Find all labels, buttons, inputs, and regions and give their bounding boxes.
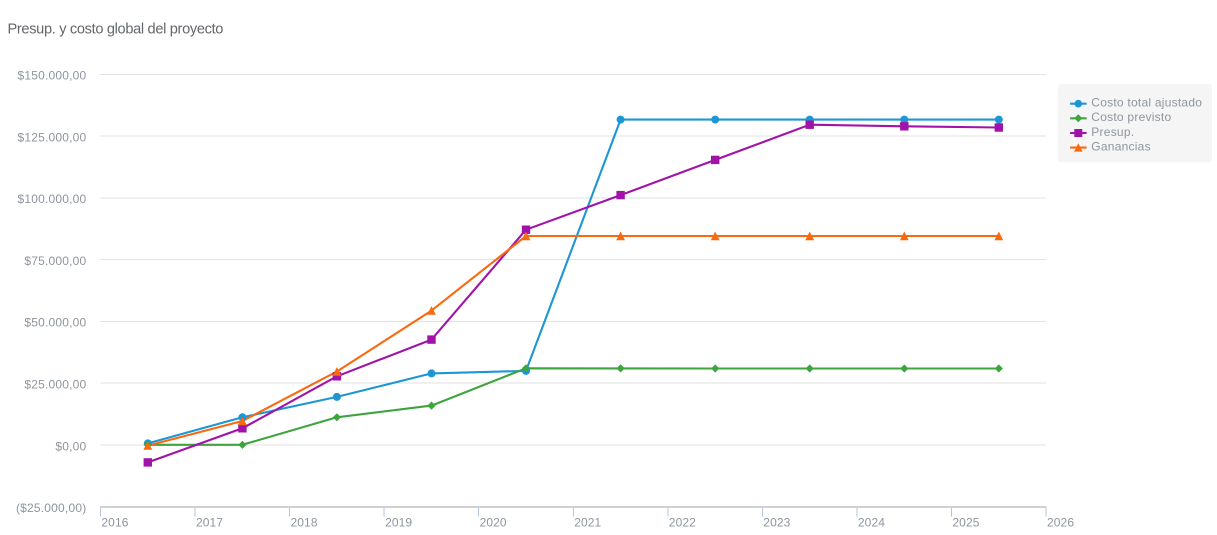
svg-text:2025: 2025 [952, 515, 979, 529]
svg-text:2026: 2026 [1047, 515, 1074, 529]
svg-text:$150.000,00: $150.000,00 [17, 69, 86, 83]
svg-text:2024: 2024 [858, 515, 885, 529]
svg-text:2022: 2022 [669, 515, 696, 529]
svg-text:Presup.: Presup. [1091, 125, 1134, 139]
svg-text:Presup. y costo global del pro: Presup. y costo global del proyecto [8, 22, 224, 38]
svg-text:2018: 2018 [291, 515, 318, 529]
svg-text:2021: 2021 [574, 515, 601, 529]
svg-text:$75.000,00: $75.000,00 [24, 254, 86, 268]
svg-text:$50.000,00: $50.000,00 [24, 316, 86, 330]
svg-text:2020: 2020 [480, 515, 507, 529]
svg-text:Costo total ajustado: Costo total ajustado [1091, 96, 1202, 110]
svg-text:2019: 2019 [385, 515, 412, 529]
svg-text:$125.000,00: $125.000,00 [17, 130, 86, 144]
svg-text:($25.000,00): ($25.000,00) [16, 501, 86, 515]
svg-text:$0,00: $0,00 [55, 439, 86, 453]
svg-text:Costo previsto: Costo previsto [1091, 110, 1171, 124]
svg-text:$100.000,00: $100.000,00 [17, 192, 86, 206]
svg-text:2017: 2017 [196, 515, 223, 529]
svg-text:2016: 2016 [101, 515, 128, 529]
svg-text:$25.000,00: $25.000,00 [24, 378, 86, 392]
svg-text:2023: 2023 [763, 515, 790, 529]
svg-text:Ganancias: Ganancias [1091, 139, 1151, 153]
